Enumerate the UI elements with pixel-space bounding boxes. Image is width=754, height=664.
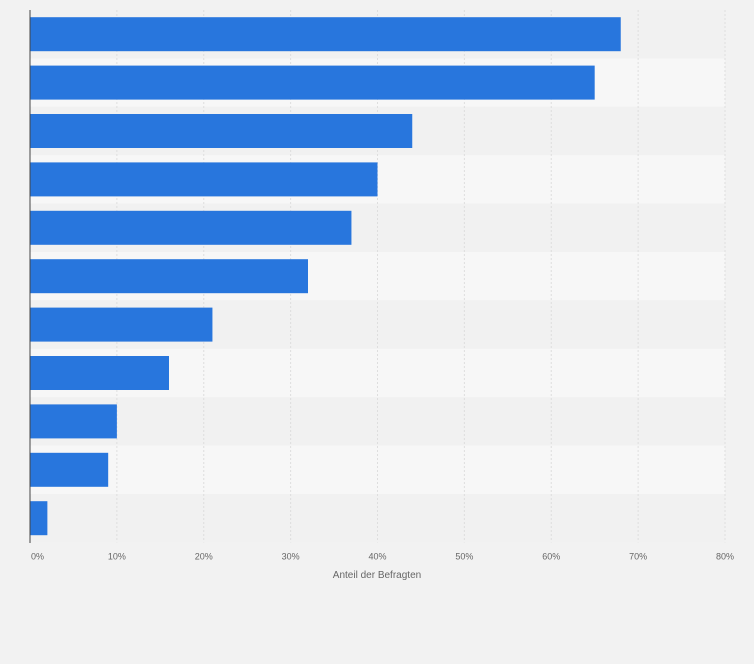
bar — [30, 452, 109, 487]
x-tick-label: 70% — [629, 551, 647, 561]
bar — [30, 404, 117, 439]
x-tick-label: 40% — [368, 551, 386, 561]
bar — [30, 259, 308, 294]
bar — [30, 114, 413, 148]
bar — [30, 65, 595, 100]
x-axis-title: Anteil der Befragten — [333, 570, 421, 581]
row-band — [30, 397, 725, 446]
x-tick-labels: 0% 10% 20% 30% 40% 50% 60% 70% 80% — [31, 551, 734, 561]
bar — [30, 501, 48, 536]
bar — [30, 307, 213, 342]
bar — [30, 162, 378, 197]
x-tick-label: 10% — [108, 551, 126, 561]
row-band — [30, 445, 725, 494]
bar — [30, 356, 169, 390]
x-tick-label: 50% — [455, 551, 473, 561]
x-tick-label: 0% — [31, 551, 44, 561]
x-tick-label: 30% — [282, 551, 300, 561]
bar — [30, 210, 352, 245]
bar — [30, 17, 621, 52]
bars — [30, 17, 621, 536]
x-tick-label: 60% — [542, 551, 560, 561]
x-tick-label: 20% — [195, 551, 213, 561]
x-tick-label: 80% — [716, 551, 734, 561]
